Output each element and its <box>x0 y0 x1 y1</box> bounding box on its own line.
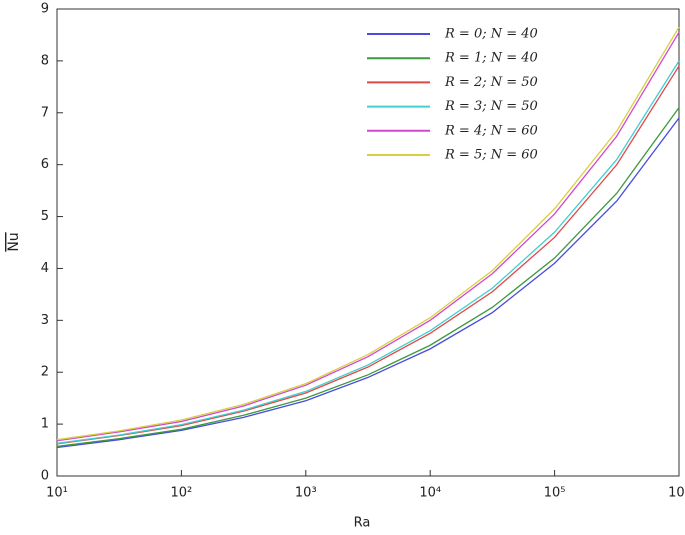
series-line <box>56 65 680 445</box>
y-tick-label: 2 <box>41 365 49 380</box>
y-tick-label: 1 <box>41 417 49 432</box>
x-tick-label: 10¹ <box>46 486 68 501</box>
y-tick-label: 8 <box>41 53 49 68</box>
series-line <box>56 117 680 449</box>
y-tick-label: 0 <box>41 469 49 484</box>
y-tick-label: 9 <box>41 2 49 17</box>
legend-label: R = 0; N = 40 <box>444 27 538 42</box>
legend-label: R = 3; N = 50 <box>444 99 538 114</box>
series-line <box>56 26 680 441</box>
series-line <box>56 32 680 442</box>
legend-label: R = 2; N = 50 <box>444 75 538 90</box>
x-tick-label: 10⁵ <box>544 486 566 501</box>
x-tick-label: 10⁶ <box>668 486 685 501</box>
plot-frame <box>56 8 680 477</box>
y-tick-label: 7 <box>41 105 49 120</box>
y-axis-label: Nu <box>6 232 22 251</box>
y-tick-label: 5 <box>41 209 49 224</box>
series-line <box>56 107 680 448</box>
y-tick-label: 3 <box>41 313 49 328</box>
legend-label: R = 5; N = 60 <box>444 148 538 163</box>
legend-label: R = 4; N = 60 <box>444 123 538 138</box>
x-tick-label: 10³ <box>295 486 317 501</box>
x-tick-label: 10⁴ <box>419 486 441 501</box>
y-tick-label: 4 <box>41 261 49 276</box>
series-line <box>56 60 680 444</box>
y-tick-label: 6 <box>41 157 49 172</box>
x-tick-label: 10² <box>171 486 193 501</box>
x-axis-label: Ra <box>354 516 371 531</box>
legend-label: R = 1; N = 40 <box>444 51 538 66</box>
